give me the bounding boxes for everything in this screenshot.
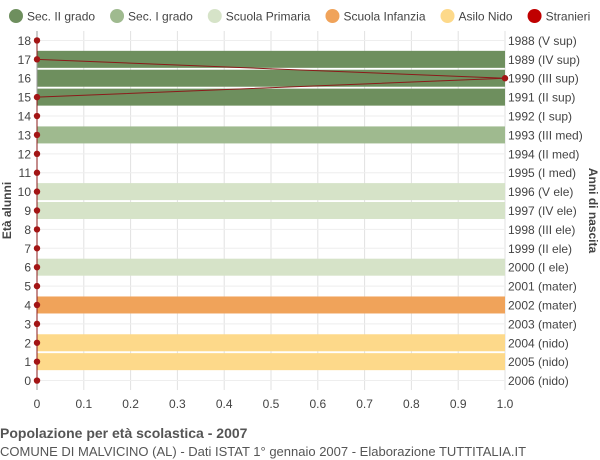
x-tick-label: 0.9 (450, 397, 467, 411)
bar (37, 334, 505, 352)
stranieri-point (33, 263, 41, 271)
y-tick-label: 4 (24, 298, 31, 312)
birth-year-label: 1990 (III sup) (508, 72, 579, 86)
y-tick-label: 11 (19, 166, 32, 180)
stranieri-point (33, 56, 41, 63)
y-tick-label: 13 (18, 128, 32, 142)
birth-year-label: 1991 (II sup) (508, 91, 575, 105)
y-tick-label: 14 (18, 110, 32, 124)
y-tick-label: 17 (18, 53, 32, 67)
birth-year-label: 2005 (nido) (508, 355, 569, 369)
stranieri-point (33, 131, 41, 139)
stranieri-point (33, 377, 41, 384)
y-tick-label: 9 (24, 204, 31, 218)
birth-year-label: 1988 (V sup) (508, 34, 577, 48)
y-tick-label: 3 (24, 317, 31, 331)
chart-subtitle: COMUNE DI MALVICINO (AL) - Dati ISTAT 1°… (0, 444, 527, 459)
birth-year-label: 2004 (nido) (508, 336, 569, 350)
birth-year-label: 1993 (III med) (508, 128, 583, 142)
birth-year-label: 1997 (IV ele) (508, 204, 577, 218)
x-tick-label: 0.4 (216, 397, 233, 411)
birth-year-label: 2002 (mater) (508, 298, 577, 312)
stranieri-point (33, 188, 41, 195)
birth-year-label: 2000 (I ele) (508, 261, 569, 275)
y-tick-label: 0 (24, 374, 31, 388)
legend-marker (9, 9, 23, 23)
stranieri-point (33, 226, 41, 233)
y-tick-label: 1 (24, 355, 31, 369)
stranieri-point (33, 112, 41, 120)
y-tick-label: 18 (18, 34, 32, 48)
birth-year-label: 1999 (II ele) (508, 242, 572, 256)
stranieri-point (501, 75, 509, 82)
bar (37, 353, 505, 371)
legend-marker (527, 9, 542, 23)
legend-label: Sec. I grado (128, 10, 193, 24)
stranieri-point (33, 301, 41, 309)
y-axis-title-left: Età alunni (0, 182, 14, 239)
bar (37, 201, 505, 220)
birth-year-label: 2003 (mater) (508, 317, 577, 331)
stranieri-point (33, 93, 41, 101)
stranieri-point (33, 339, 41, 346)
legend-label: Scuola Primaria (226, 10, 311, 24)
bar (37, 258, 505, 276)
bar (37, 69, 505, 87)
stranieri-point (33, 282, 41, 290)
legend-marker (325, 9, 340, 23)
y-tick-label: 8 (24, 223, 31, 237)
x-tick-label: 0.2 (122, 397, 139, 411)
stranieri-point (33, 37, 41, 44)
bar (37, 126, 505, 144)
stranieri-point (33, 169, 41, 176)
y-tick-label: 2 (24, 336, 31, 350)
birth-year-label: 1998 (III ele) (508, 223, 575, 237)
x-tick-label: 0.3 (169, 397, 186, 411)
x-tick-label: 0.8 (403, 397, 420, 411)
x-tick-label: 0.6 (309, 397, 326, 411)
stranieri-point (33, 245, 41, 252)
birth-year-label: 1995 (I med) (508, 166, 576, 180)
legend-label: Asilo Nido (459, 10, 513, 24)
birth-year-label: 2006 (nido) (508, 374, 569, 388)
chart: Sec. II grado Sec. I grado Scuola Primaria… (0, 9, 600, 411)
stranieri-point (33, 358, 41, 365)
x-tick-label: 0 (34, 397, 41, 411)
y-tick-label: 10 (18, 185, 32, 199)
bar (37, 183, 505, 201)
chart-title: Popolazione per età scolastica - 2007 (0, 425, 248, 441)
x-tick-label: 1.0 (497, 397, 514, 411)
legend-label: Stranieri (546, 10, 591, 24)
birth-year-label: 2001 (mater) (508, 280, 577, 294)
legend-marker (207, 9, 222, 23)
legend-label: Sec. II grado (27, 10, 95, 24)
birth-year-label: 1994 (II med) (508, 147, 579, 161)
y-tick-label: 12 (18, 147, 32, 161)
x-tick-label: 0.1 (75, 397, 92, 411)
y-tick-label: 5 (24, 280, 31, 294)
birth-year-label: 1992 (I sup) (508, 110, 572, 124)
y-axis-title-right: Anni di nascita (586, 168, 600, 254)
x-tick-label: 0.5 (263, 397, 280, 411)
y-tick-label: 7 (24, 242, 31, 256)
legend-marker (110, 9, 125, 23)
stranieri-point (33, 207, 41, 214)
y-tick-label: 16 (18, 72, 32, 86)
stranieri-point (33, 320, 41, 328)
y-tick-label: 6 (24, 261, 31, 275)
birth-year-label: 1989 (IV sup) (508, 53, 580, 67)
y-tick-label: 15 (18, 91, 32, 105)
x-tick-label: 0.7 (356, 397, 373, 411)
bar (37, 296, 505, 314)
legend-label: Scuola Infanzia (343, 10, 425, 24)
bar (37, 88, 505, 106)
bar (37, 50, 505, 68)
legend-marker (440, 9, 455, 23)
birth-year-label: 1996 (V ele) (508, 185, 573, 199)
stranieri-point (33, 150, 41, 158)
